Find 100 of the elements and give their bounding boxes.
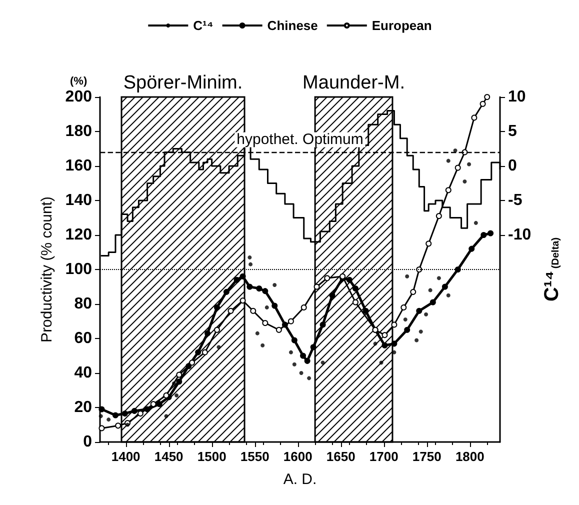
point [98, 406, 105, 412]
point [467, 162, 472, 166]
point [126, 422, 130, 427]
point [260, 343, 265, 348]
point [320, 360, 325, 365]
point [471, 114, 478, 121]
point [404, 326, 410, 333]
point [228, 308, 234, 314]
point [379, 360, 384, 365]
point [174, 393, 179, 398]
point [204, 330, 211, 336]
point [382, 332, 388, 338]
point [234, 276, 240, 283]
point [272, 302, 278, 309]
point [282, 322, 288, 328]
point [446, 293, 450, 298]
x-tick-label: 1800 [455, 449, 484, 464]
point [163, 392, 170, 398]
y-tick-label: 0 [83, 434, 92, 450]
point [214, 304, 220, 310]
point [462, 180, 467, 184]
point [382, 342, 388, 348]
point [195, 349, 202, 356]
point [106, 418, 111, 422]
ref-line-label: hypothet. Optimum [236, 131, 364, 148]
point [362, 308, 369, 314]
point [176, 378, 182, 385]
point [474, 220, 478, 225]
point [436, 276, 441, 280]
point [115, 422, 122, 429]
point [346, 276, 352, 283]
legend-label: C¹⁴ [193, 18, 214, 33]
point [480, 232, 487, 238]
point [446, 158, 450, 163]
point [307, 376, 312, 380]
point [248, 262, 253, 266]
band-label: Maunder-M. [302, 72, 405, 94]
point [442, 284, 448, 290]
y-tick-label: 200 [65, 88, 92, 106]
point [314, 284, 320, 290]
y2-tick-label: 0 [508, 158, 517, 174]
x-axis-title: A. D. [283, 471, 317, 488]
point [272, 283, 277, 288]
point [98, 425, 105, 432]
point [255, 331, 260, 336]
point [288, 318, 294, 324]
point [214, 326, 220, 333]
point [304, 358, 310, 364]
y-axis-title: Productivity (% count) [38, 196, 56, 342]
point [264, 305, 269, 310]
point [352, 299, 358, 306]
point [246, 284, 253, 290]
y-tick-label: 60 [74, 330, 92, 347]
point [373, 342, 378, 346]
x-tick-label: 1550 [240, 449, 270, 464]
y2-tick-label: 5 [508, 123, 517, 140]
point [262, 320, 268, 326]
point [430, 299, 436, 306]
x-tick-label: 1750 [412, 449, 442, 464]
y-tick-label: 100 [65, 261, 92, 278]
point [189, 360, 196, 366]
point [156, 401, 162, 408]
point [454, 266, 461, 272]
point [98, 414, 103, 418]
point [202, 349, 208, 356]
point [176, 372, 182, 378]
y2-axis-title: C¹⁴(Delta) [541, 237, 564, 302]
x-tick-label: 1500 [197, 449, 226, 464]
point [391, 340, 398, 347]
y-tick-label: 120 [65, 226, 92, 244]
point [329, 292, 336, 298]
point [484, 94, 490, 100]
point [137, 410, 144, 417]
point [276, 326, 282, 333]
point [300, 352, 306, 359]
point [480, 100, 486, 107]
y-tick-label: 80 [74, 296, 92, 312]
point [144, 406, 150, 412]
point [405, 274, 410, 278]
band-label: Spörer-Minim. [123, 72, 243, 94]
point [414, 338, 419, 342]
point [256, 285, 262, 292]
point [300, 304, 307, 310]
point [424, 312, 428, 316]
y-tick-label: 180 [65, 123, 92, 140]
y-tick-label: 20 [74, 399, 92, 416]
point [391, 322, 398, 328]
point [310, 344, 316, 350]
point [248, 255, 252, 260]
y2-tick-label: -5 [508, 192, 522, 209]
point [288, 350, 293, 354]
point [240, 273, 246, 280]
x-tick-label: 1400 [111, 449, 140, 464]
point [299, 371, 304, 375]
point [320, 322, 326, 328]
x-tick-label: 1700 [369, 449, 398, 464]
point [418, 330, 423, 334]
y-tick-label: 140 [65, 192, 92, 209]
point [324, 275, 330, 282]
point [122, 410, 128, 417]
